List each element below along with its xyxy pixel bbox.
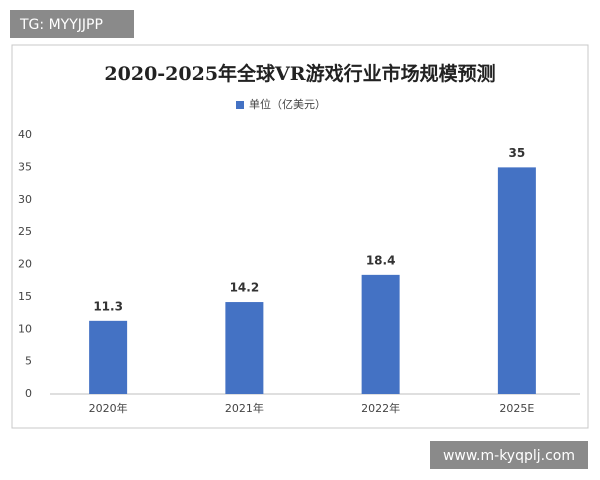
x-tick-label: 2021年 [225, 401, 264, 415]
y-tick-label: 40 [18, 128, 32, 141]
value-label: 35 [509, 146, 526, 160]
value-label: 18.4 [366, 253, 396, 267]
bar [497, 167, 536, 394]
legend-swatch [236, 101, 244, 109]
bar [225, 302, 264, 394]
watermark-box [430, 441, 588, 469]
value-label: 11.3 [93, 299, 123, 313]
y-tick-label: 0 [25, 387, 32, 400]
watermark: TG: MYYJJPP [19, 17, 103, 33]
chart-title: 2020-2025年全球VR游戏行业市场规模预测 [104, 62, 495, 85]
x-tick-label: 2025E [499, 402, 534, 415]
bar [89, 320, 128, 394]
y-tick-label: 5 [25, 355, 32, 368]
y-tick-label: 20 [18, 258, 32, 271]
bar [361, 274, 400, 394]
x-tick-label: 2020年 [89, 401, 128, 415]
y-tick-label: 10 [18, 322, 32, 335]
watermark-box [10, 10, 134, 38]
value-label: 14.2 [230, 281, 260, 295]
y-tick-label: 30 [18, 193, 32, 206]
y-tick-label: 15 [18, 290, 32, 303]
legend-label: 单位（亿美元） [249, 97, 326, 111]
watermark: www.m-kyqplj.com [443, 448, 575, 464]
x-tick-label: 2022年 [361, 401, 400, 415]
y-tick-label: 25 [18, 225, 32, 238]
y-tick-label: 35 [18, 160, 32, 173]
